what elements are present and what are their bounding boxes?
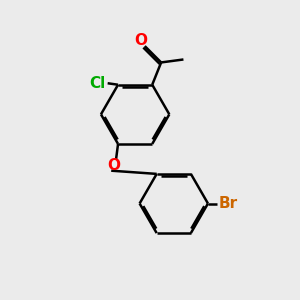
Text: Br: Br bbox=[219, 196, 238, 211]
Text: O: O bbox=[135, 33, 148, 48]
Text: O: O bbox=[107, 158, 120, 173]
Text: Cl: Cl bbox=[89, 76, 105, 91]
